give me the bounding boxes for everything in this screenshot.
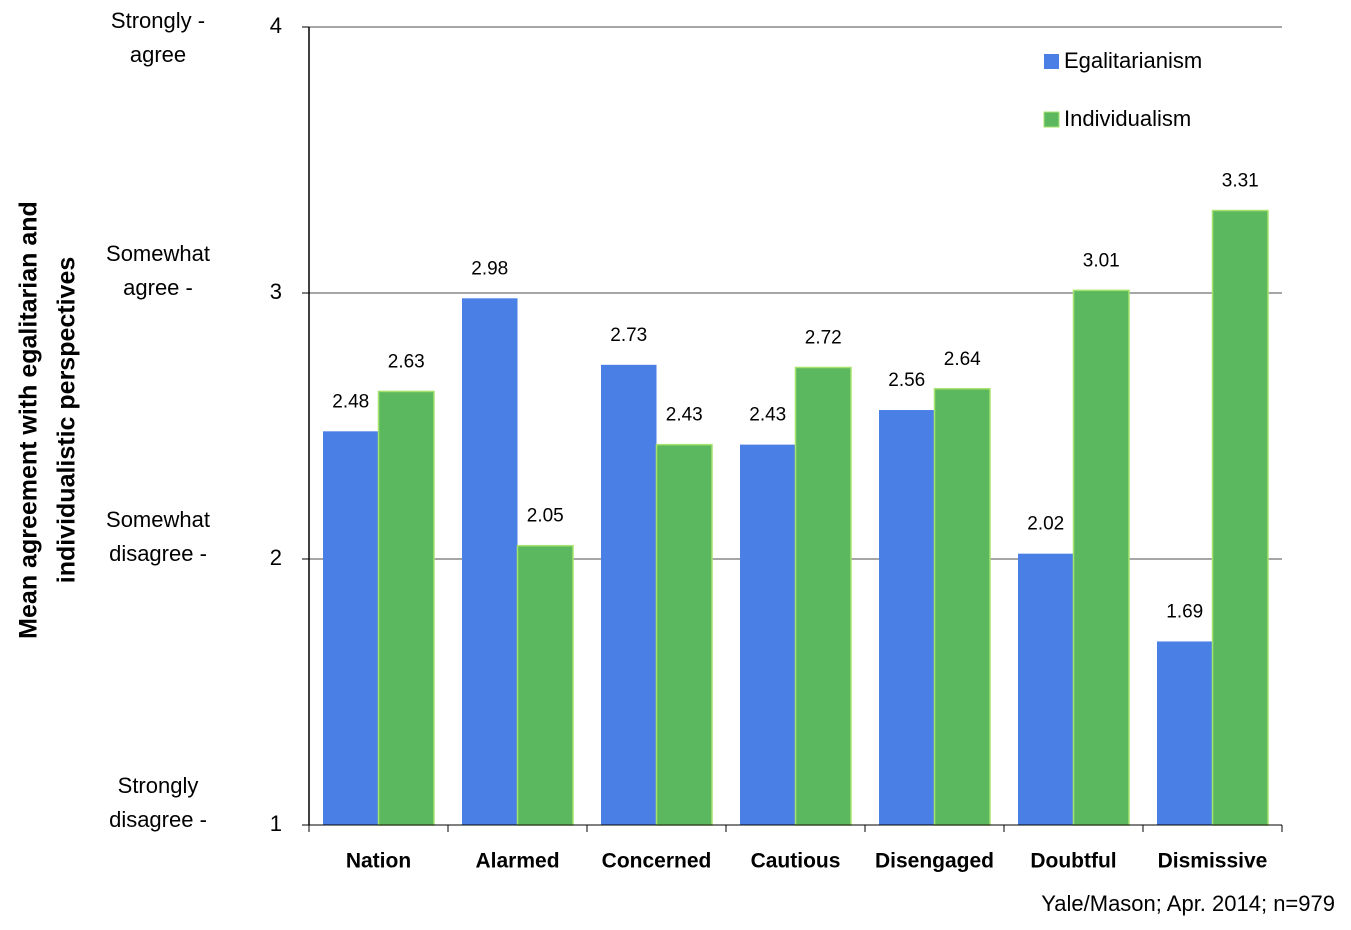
data-label: 2.72 [805,327,842,348]
data-label: 2.48 [332,391,369,412]
scale-label: agree [130,42,186,67]
bar [879,410,935,825]
y-tick-label: 3 [270,279,282,304]
data-label: 2.98 [471,258,508,279]
scale-label: Somewhat [106,507,210,532]
scale-label: Somewhat [106,241,210,266]
data-label: 2.43 [666,405,703,426]
bar [740,444,796,825]
x-tick-label: Disengaged [875,850,994,873]
data-label: 3.31 [1222,171,1259,192]
bar [462,298,518,825]
x-tick-label: Nation [346,850,411,873]
legend-swatch [1043,111,1060,128]
data-label: 2.63 [388,351,425,372]
legend-label: Individualism [1064,106,1191,131]
legend-label: Egalitarianism [1064,48,1202,73]
data-label: 2.05 [527,506,564,527]
data-label: 2.02 [1027,514,1064,535]
bar [377,390,435,826]
data-label: 1.69 [1166,601,1203,622]
data-label: 2.43 [749,405,786,426]
y-axis-title: individualistic perspectives [53,257,81,584]
bar [1157,641,1213,825]
legend-swatch [1044,54,1059,69]
data-label: 2.64 [944,349,981,370]
scale-label: agree - [123,275,193,300]
y-axis-title: Mean agreement with egalitarian and [15,201,43,639]
bar [933,388,991,826]
bar [1072,289,1130,826]
bar [1211,209,1269,826]
scale-label: disagree - [109,807,207,832]
source: Yale/Mason; Apr. 2014; n=979 [1041,891,1335,916]
x-tick-label: Doubtful [1030,850,1116,873]
bar [655,443,713,826]
bar [794,366,852,826]
scale-label: disagree - [109,541,207,566]
x-tick-label: Concerned [602,850,712,873]
bar [516,544,574,826]
y-tick-label: 4 [270,13,282,38]
x-tick-label: Cautious [751,850,841,873]
data-label: 2.56 [888,370,925,391]
x-tick-label: Alarmed [475,850,559,873]
bar [601,364,657,825]
data-label: 2.73 [610,325,647,346]
y-tick-label: 2 [270,545,282,570]
x-tick-label: Dismissive [1158,850,1268,873]
bar [1018,553,1074,825]
bar [323,431,379,825]
data-label: 3.01 [1083,250,1120,271]
y-tick-label: 1 [270,811,282,836]
scale-label: Strongly [118,773,199,798]
scale-label: Strongly - [111,8,205,33]
